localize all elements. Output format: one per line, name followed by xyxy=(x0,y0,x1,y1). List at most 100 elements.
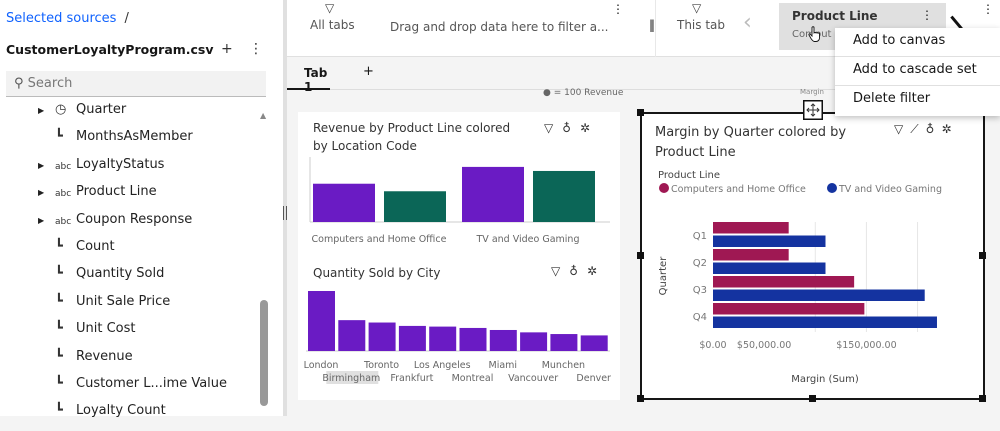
more-options-icon[interactable]: ⋮ xyxy=(612,2,624,16)
chart-toolbar: ▽♁✲ xyxy=(551,264,606,278)
legend-label: TV and Video Gaming xyxy=(838,184,942,195)
measure-icon: ┗ xyxy=(55,376,63,391)
resize-handle[interactable] xyxy=(637,252,644,259)
filter-icon[interactable]: ▽ xyxy=(544,121,563,135)
highlight xyxy=(326,371,379,384)
x-tick-label: Montreal xyxy=(452,373,494,384)
sidebar-item-label: Quarter xyxy=(76,102,127,117)
bar xyxy=(489,329,517,351)
more-options-icon[interactable]: ⋮ xyxy=(249,41,263,57)
search-placeholder: Search xyxy=(27,76,73,91)
x-tick-label: Miami xyxy=(489,360,518,371)
x-tick-label: $50,000.00 xyxy=(737,340,791,351)
menu-item-add-to-canvas[interactable]: Add to canvas xyxy=(835,28,1000,57)
resize-handle[interactable] xyxy=(637,395,644,402)
sidebar-item[interactable]: ▶ abc Coupon Response xyxy=(0,211,260,240)
insight-bulb-icon[interactable]: ♁ xyxy=(562,121,581,135)
sidebar-item[interactable]: ▶ ◷ Quarter xyxy=(0,102,260,130)
resize-handle[interactable] xyxy=(979,252,986,259)
margin-label-fragment: Margin xyxy=(800,88,824,96)
sidebar-item-label: LoyaltyStatus xyxy=(76,156,165,172)
expand-icon[interactable]: ▶ xyxy=(38,188,45,198)
bar xyxy=(462,166,524,222)
bar xyxy=(338,320,366,351)
x-tick-label: TV and Video Gaming xyxy=(476,234,580,245)
chart-title: Margin by Quarter colored by Product Lin… xyxy=(655,125,847,160)
more-options-icon[interactable]: ⋮ xyxy=(921,8,933,22)
insight-bulb-icon[interactable]: ♁ xyxy=(925,122,942,136)
sidebar-item-label: Coupon Response xyxy=(76,211,193,227)
measure-icon: ┗ xyxy=(55,129,63,145)
settings-icon[interactable]: ✲ xyxy=(941,122,959,136)
resize-handle[interactable] xyxy=(809,395,816,402)
sidebar-item-label: Product Line xyxy=(76,184,157,200)
expand-icon[interactable]: ▶ xyxy=(38,215,45,225)
revenue-chart-card[interactable]: Revenue by Product Line colored by Locat… xyxy=(298,112,620,258)
sidebar-item-label: Customer L...ime Value xyxy=(76,376,228,391)
x-tick-label: Frankfurt xyxy=(390,373,433,384)
x-tick-label: Computers and Home Office xyxy=(312,234,447,245)
filter-icon[interactable]: ▽ xyxy=(894,122,911,136)
tab-1[interactable]: Tab 1 xyxy=(287,57,330,94)
bar xyxy=(713,276,855,288)
filter-icon[interactable]: ▽ xyxy=(551,264,570,278)
y-tick-label: Q3 xyxy=(693,285,707,296)
quantity-bar-chart: London Birmingham Toronto Frankfurt Los Ange… xyxy=(304,291,611,384)
data-sources-panel: Selected sources / CustomerLoyaltyProgram… xyxy=(0,0,283,418)
measure-icon: ┗ xyxy=(55,266,63,282)
panel-splitter[interactable] xyxy=(283,0,287,416)
sidebar-item[interactable]: ┗ Customer L...ime Value xyxy=(0,376,260,404)
expand-icon[interactable]: ▶ xyxy=(38,160,45,170)
sidebar-item[interactable]: ┗ Revenue xyxy=(0,348,260,377)
menu-item-delete-filter[interactable]: Delete filter xyxy=(853,91,931,106)
sidebar-item[interactable]: ┗ Unit Sale Price xyxy=(0,294,260,322)
sidebar-item-label: Quantity Sold xyxy=(76,266,165,282)
sidebar-scrollbar[interactable] xyxy=(260,300,268,406)
settings-icon[interactable]: ✲ xyxy=(580,121,600,135)
clock-icon: ◷ xyxy=(55,102,67,117)
insight-bulb-icon[interactable]: ♁ xyxy=(569,264,588,278)
resize-handle[interactable] xyxy=(637,109,644,116)
scroll-up-icon[interactable]: ▲ xyxy=(260,111,267,120)
sidebar-item-label: Revenue xyxy=(76,348,133,364)
sidebar-item[interactable]: ┗ Unit Cost xyxy=(0,321,260,349)
add-source-icon[interactable]: + xyxy=(221,41,233,57)
x-tick-label: $0.00 xyxy=(699,340,726,351)
more-options-icon[interactable]: ⋮ xyxy=(982,2,994,16)
measure-icon: ┗ xyxy=(55,403,63,419)
breadcrumb-selected-sources[interactable]: Selected sources xyxy=(6,11,117,26)
sidebar-item[interactable]: ┗ Count xyxy=(0,239,260,267)
sidebar-item[interactable]: ┗ MonthsAsMember xyxy=(0,129,260,157)
drag-handle-icon[interactable]: ‖ xyxy=(649,18,655,32)
sidebar-item[interactable]: ▶ abc LoyaltyStatus xyxy=(0,156,260,185)
bar xyxy=(550,334,578,351)
menu-item-add-to-cascade-set[interactable]: Add to cascade set xyxy=(835,57,1000,86)
y-tick-label: Q4 xyxy=(693,312,707,323)
quantity-chart-card[interactable]: Quantity Sold by City ▽♁✲ London Birmingh… xyxy=(298,258,620,400)
line-chart-icon[interactable]: ⟋ xyxy=(910,122,926,136)
sidebar-item[interactable]: ┗ Loyalty Count xyxy=(0,403,260,431)
bar xyxy=(368,322,396,351)
filter-drop-zone[interactable]: Drag and drop data here to filter a... xyxy=(390,20,609,34)
legend-swatch xyxy=(827,183,837,193)
bar xyxy=(429,326,457,351)
sidebar-item-label: Count xyxy=(76,239,115,254)
bar xyxy=(713,303,865,315)
settings-icon[interactable]: ✲ xyxy=(587,264,607,278)
chevron-left-icon[interactable]: ‹ xyxy=(743,10,752,35)
this-tab-label: This tab xyxy=(677,18,726,32)
expand-icon[interactable]: ▶ xyxy=(38,106,45,115)
add-tab-button[interactable]: + xyxy=(363,64,374,79)
sidebar-item[interactable]: ▶ abc Product Line xyxy=(0,184,260,212)
margin-chart-card[interactable]: Margin by Quarter colored by Product Lin… xyxy=(637,100,986,402)
legend-title: Product Line xyxy=(658,170,720,181)
hand-cursor-icon xyxy=(808,26,820,42)
search-input[interactable]: ⚲ Search xyxy=(6,71,266,97)
move-icon[interactable] xyxy=(803,100,823,120)
source-name: CustomerLoyaltyProgram.csv xyxy=(6,42,214,57)
filter-icon: ▽ xyxy=(692,1,702,15)
resize-handle[interactable] xyxy=(979,395,986,402)
legend-label: Computers and Home Office xyxy=(671,184,806,195)
bar xyxy=(384,191,446,222)
sidebar-item[interactable]: ┗ Quantity Sold xyxy=(0,266,260,294)
